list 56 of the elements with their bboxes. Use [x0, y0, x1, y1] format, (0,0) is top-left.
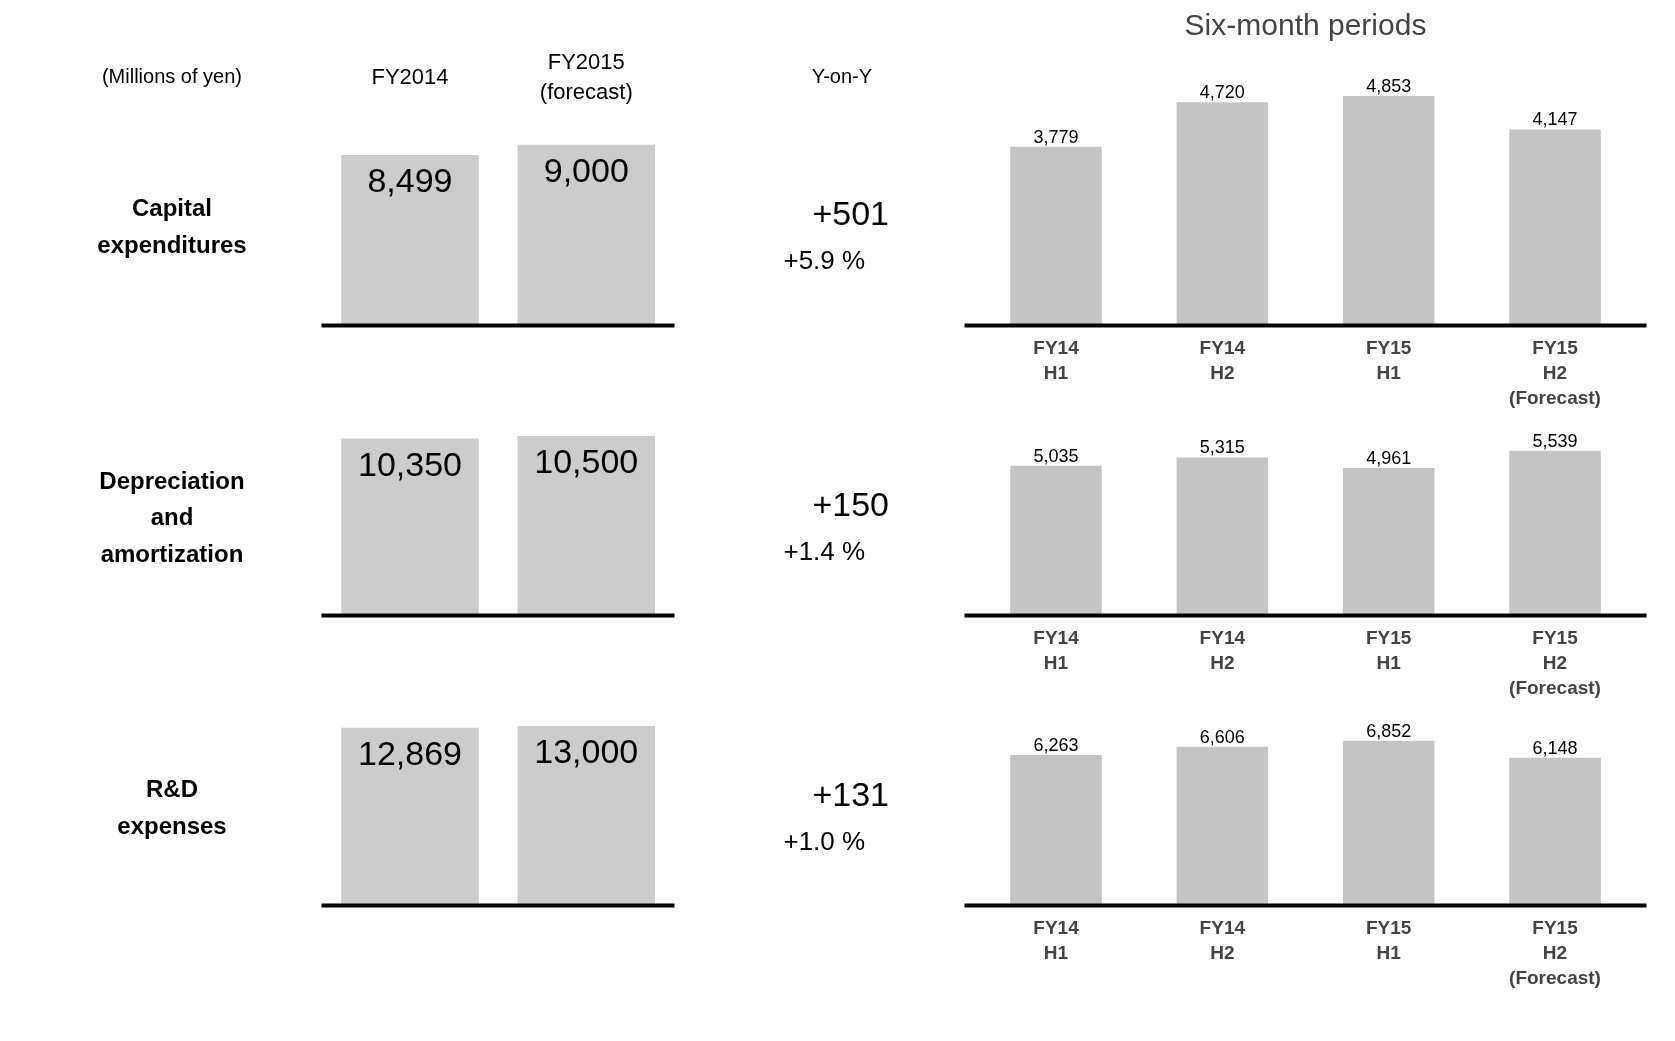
x-tick-label: FY14 H1: [1033, 916, 1080, 963]
text: Depreciation and amortization: [99, 466, 245, 567]
bar: [1342, 95, 1435, 326]
bar: [1010, 754, 1102, 906]
data-label: 5,315: [1199, 437, 1245, 458]
x-tick-label: FY14 H1: [1033, 626, 1080, 673]
x-tick-label: FY2015 (forecast): [539, 48, 633, 104]
text: (Millions of yen): [101, 65, 243, 88]
data-label: 6,852: [1366, 720, 1412, 741]
bar: [1342, 740, 1435, 906]
x-tick-label: FY15 H2 (Forecast): [1509, 916, 1601, 988]
x-tick-label: FY15 H2 (Forecast): [1509, 336, 1601, 408]
chart-title: Six-month periods: [1184, 7, 1427, 41]
bar: [1010, 465, 1102, 616]
data-label: 10,350: [357, 444, 462, 483]
x-tick-label: FY15 H1: [1365, 916, 1412, 963]
data-label: 8,499: [367, 160, 453, 199]
x-tick-label: FY14 H2: [1199, 336, 1246, 383]
bar: [1176, 457, 1269, 616]
text: +1.0 %: [783, 825, 866, 856]
bar: [1342, 467, 1435, 616]
text: Y-on-Y: [811, 65, 873, 88]
data-label: 6,148: [1532, 737, 1578, 758]
bar: [1010, 146, 1102, 326]
data-label: 13,000: [534, 732, 639, 771]
data-label: 12,869: [357, 733, 462, 772]
bar: [1176, 102, 1269, 326]
text: +131: [812, 774, 890, 813]
x-tick-label: FY14 H2: [1199, 626, 1246, 673]
bar: [1176, 746, 1269, 906]
data-label: 10,500: [534, 442, 639, 481]
data-label: 3,779: [1033, 126, 1079, 147]
text: Capital expenditures: [97, 194, 247, 258]
data-label: 5,539: [1532, 430, 1578, 451]
data-label: 4,720: [1199, 82, 1245, 103]
text: +150: [812, 484, 890, 523]
x-tick-label: FY15 H2 (Forecast): [1509, 626, 1601, 698]
x-tick-label: FY14 H2: [1199, 916, 1246, 963]
x-tick-label: FY15 H1: [1365, 336, 1412, 383]
data-label: 4,147: [1532, 109, 1578, 130]
text: +1.4 %: [783, 535, 866, 566]
data-label: 4,853: [1366, 75, 1412, 96]
x-tick-label: FY14 H1: [1033, 336, 1080, 383]
bar: [1509, 757, 1601, 906]
x-tick-label: FY15 H1: [1365, 626, 1412, 673]
data-label: 9,000: [543, 150, 629, 189]
text: +5.9 %: [783, 245, 866, 276]
data-label: 6,606: [1199, 726, 1245, 747]
data-label: 6,263: [1033, 734, 1079, 755]
x-tick-label: FY2014: [371, 63, 449, 89]
bar: [1509, 450, 1601, 616]
text: R&D expenses: [117, 775, 227, 839]
data-label: 4,961: [1366, 447, 1412, 468]
text: +501: [812, 194, 890, 232]
data-label: 5,035: [1033, 445, 1079, 466]
bar: [1509, 129, 1601, 326]
